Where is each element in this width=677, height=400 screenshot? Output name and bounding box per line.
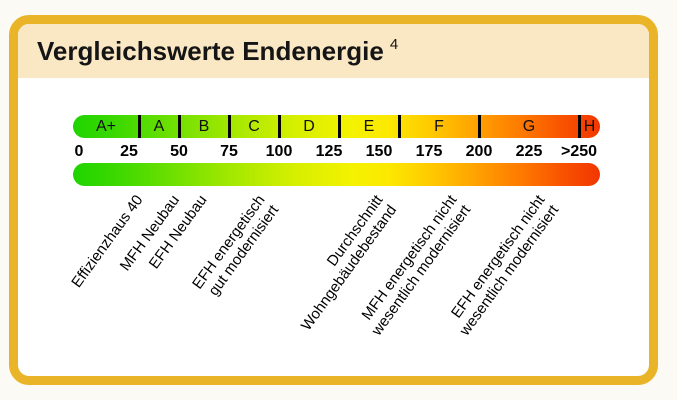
- class-boundary-tick: [137, 115, 141, 138]
- class-boundary-tick: [227, 115, 231, 138]
- class-boundary-tick: [277, 115, 281, 138]
- axis-tick-label: 75: [220, 143, 238, 160]
- axis-tick-label: 125: [315, 143, 343, 160]
- class-letter: H: [583, 118, 596, 135]
- class-letter: F: [434, 118, 444, 135]
- class-boundary-tick: [337, 115, 341, 138]
- title-text: Vergleichswerte Endenergie: [37, 35, 384, 66]
- class-boundary-tick: [397, 115, 401, 138]
- axis-tick-label: 150: [365, 143, 393, 160]
- class-boundary-tick: [177, 115, 181, 138]
- class-boundary-tick: [477, 115, 481, 138]
- class-letter: D: [303, 118, 315, 135]
- title-band: Vergleichswerte Endenergie 4: [18, 24, 649, 78]
- axis-tick-label: 225: [515, 143, 543, 160]
- class-letter: A+: [95, 118, 117, 135]
- class-letter: A: [153, 118, 165, 135]
- axis-tick-label: 200: [465, 143, 493, 160]
- class-letter: E: [363, 118, 375, 135]
- axis-tick-label: 50: [170, 143, 188, 160]
- energy-gradient-bar: [73, 163, 600, 186]
- axis-tick-label: 0: [74, 143, 84, 160]
- energy-scale-panel: Vergleichswerte Endenergie 4 A+ A B C D E F G H 0…: [9, 15, 658, 385]
- class-letter: B: [198, 118, 210, 135]
- axis-tick-label: 25: [120, 143, 138, 160]
- axis-tick-label: >250: [560, 143, 598, 160]
- axis-tick-label: 175: [415, 143, 443, 160]
- energy-class-letter-bar: A+ A B C D E F G H: [73, 115, 600, 138]
- class-letter: C: [248, 118, 260, 135]
- axis-tick-label: 100: [265, 143, 293, 160]
- figure-title: Vergleichswerte Endenergie 4: [37, 36, 398, 67]
- footnote-marker: 4: [389, 35, 399, 53]
- class-letter: G: [522, 118, 536, 135]
- class-boundary-tick: [577, 115, 581, 138]
